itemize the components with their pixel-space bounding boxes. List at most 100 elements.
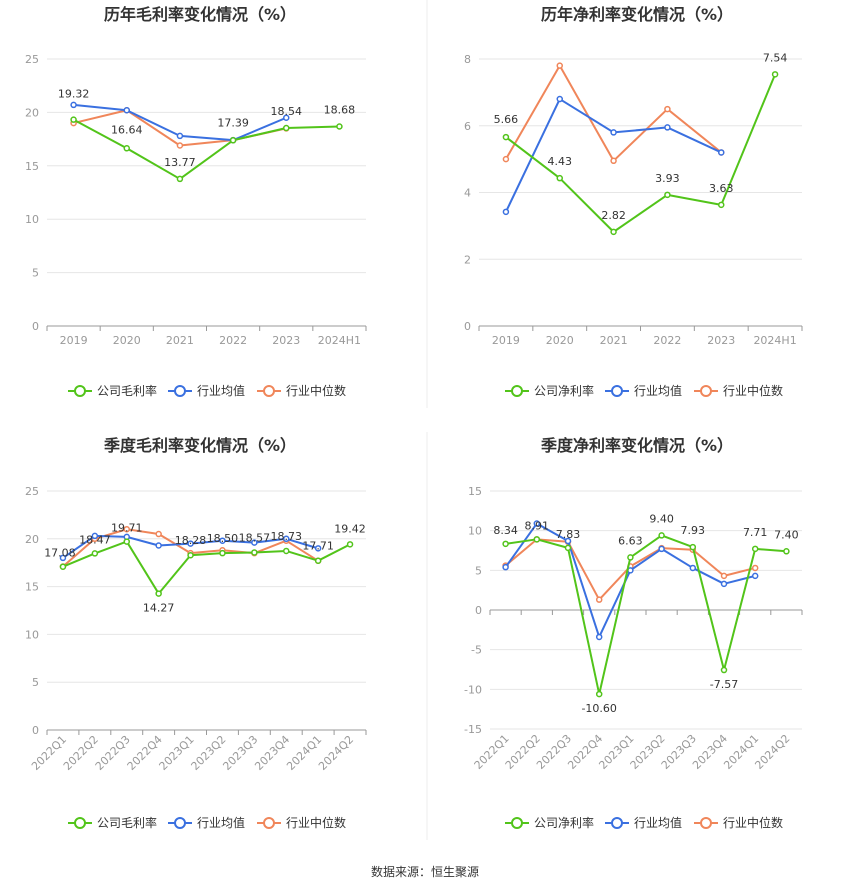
data-point-company[interactable] — [664, 191, 671, 199]
x-tick-label: 2019 — [492, 334, 520, 347]
data-point-company[interactable] — [176, 175, 184, 183]
data-point-industry-avg[interactable] — [533, 520, 541, 527]
data-point-industry-median[interactable] — [556, 62, 563, 69]
data-point-company[interactable] — [187, 551, 194, 559]
x-tick-label: 2020 — [546, 334, 574, 347]
data-point-industry-avg[interactable] — [610, 129, 617, 136]
data-point-industry-avg[interactable] — [91, 532, 99, 540]
data-point-industry-avg[interactable] — [689, 564, 697, 572]
x-tick-label: 2024Q2 — [752, 732, 792, 772]
x-tick-label: 2023 — [272, 334, 300, 347]
y-tick-label: 20 — [25, 106, 39, 119]
legend-item-company[interactable]: 公司净利率 — [505, 383, 594, 398]
data-point-company[interactable] — [91, 550, 99, 557]
data-point-company[interactable] — [346, 541, 354, 548]
data-point-industry-avg[interactable] — [283, 535, 290, 543]
data-point-industry-avg[interactable] — [720, 580, 728, 588]
data-label: 8.34 — [493, 524, 518, 537]
legend-item-company[interactable]: 公司毛利率 — [68, 815, 157, 830]
data-point-industry-avg[interactable] — [595, 633, 603, 641]
legend-item-industry-avg[interactable]: 行业均值 — [605, 815, 682, 830]
data-point-industry-median[interactable] — [664, 105, 671, 113]
data-label: 16.64 — [111, 123, 143, 136]
data-point-company[interactable] — [627, 554, 634, 561]
legend-item-industry-median[interactable]: 行业中位数 — [257, 383, 346, 398]
data-point-industry-median[interactable] — [502, 155, 510, 163]
data-point-company[interactable] — [533, 536, 541, 543]
y-tick-label: 15 — [25, 581, 39, 594]
data-label: -7.57 — [710, 678, 738, 691]
legend-item-industry-avg[interactable]: 行业均值 — [605, 383, 682, 398]
data-point-company[interactable] — [771, 71, 779, 78]
data-point-industry-avg[interactable] — [251, 539, 258, 546]
data-label: 2.82 — [601, 209, 626, 222]
data-point-company[interactable] — [283, 124, 290, 132]
data-point-company[interactable] — [595, 690, 603, 698]
data-point-company[interactable] — [751, 545, 759, 553]
data-point-industry-avg[interactable] — [718, 149, 725, 156]
y-tick-label: 0 — [32, 724, 39, 737]
data-point-company[interactable] — [658, 532, 665, 539]
legend-item-company[interactable]: 公司净利率 — [505, 815, 594, 830]
data-point-industry-avg[interactable] — [556, 95, 563, 103]
data-point-company[interactable] — [783, 548, 790, 555]
y-tick-label: 20 — [25, 533, 39, 546]
data-point-company[interactable] — [314, 557, 322, 564]
legend-item-industry-median[interactable]: 行业中位数 — [257, 815, 346, 830]
data-point-company[interactable] — [155, 590, 162, 597]
data-point-company[interactable] — [283, 547, 290, 555]
data-point-industry-median[interactable] — [595, 596, 603, 603]
y-tick-label: 2 — [464, 253, 471, 266]
legend-item-industry-avg[interactable]: 行业均值 — [168, 383, 245, 398]
data-point-industry-avg[interactable] — [664, 124, 671, 131]
data-point-industry-avg[interactable] — [658, 545, 665, 553]
data-point-industry-median[interactable] — [155, 530, 162, 538]
data-point-company[interactable] — [123, 538, 130, 545]
legend-label-industry-avg: 行业均值 — [634, 383, 682, 398]
data-point-industry-avg[interactable] — [155, 542, 162, 549]
legend-item-industry-median[interactable]: 行业中位数 — [694, 383, 783, 398]
data-point-company[interactable] — [556, 174, 563, 182]
data-point-industry-median[interactable] — [176, 142, 184, 149]
data-point-industry-median[interactable] — [610, 157, 617, 165]
legend-item-industry-median[interactable]: 行业中位数 — [694, 815, 783, 830]
legend-item-company[interactable]: 公司毛利率 — [68, 383, 157, 398]
data-point-industry-avg[interactable] — [564, 537, 572, 545]
data-point-company[interactable] — [718, 201, 725, 209]
data-point-company[interactable] — [720, 666, 728, 674]
data-point-industry-avg[interactable] — [187, 540, 194, 547]
data-point-industry-avg[interactable] — [502, 563, 509, 571]
data-label: 8.91 — [525, 519, 550, 532]
data-point-company[interactable] — [689, 543, 697, 551]
data-point-industry-avg[interactable] — [176, 132, 184, 140]
data-point-company[interactable] — [502, 540, 509, 548]
data-point-industry-avg[interactable] — [751, 572, 759, 580]
legend-item-industry-avg[interactable]: 行业均值 — [168, 815, 245, 830]
data-point-company[interactable] — [610, 228, 617, 236]
data-point-industry-avg[interactable] — [59, 554, 67, 562]
data-point-company[interactable] — [59, 563, 67, 570]
y-tick-label: 4 — [464, 187, 471, 200]
data-point-company[interactable] — [123, 145, 130, 152]
data-point-industry-median[interactable] — [751, 564, 759, 572]
data-point-industry-avg[interactable] — [314, 545, 322, 552]
y-tick-label: 5 — [32, 676, 39, 689]
data-label: 18.73 — [271, 530, 303, 543]
data-point-company[interactable] — [502, 133, 510, 141]
data-point-company[interactable] — [70, 116, 77, 123]
data-point-industry-median[interactable] — [123, 525, 130, 533]
data-point-company[interactable] — [229, 137, 237, 144]
data-point-industry-avg[interactable] — [219, 537, 226, 544]
data-point-industry-avg[interactable] — [70, 101, 77, 109]
data-point-company[interactable] — [251, 549, 258, 556]
chart-legend: 公司毛利率 行业均值 行业中位数 — [68, 383, 346, 398]
data-point-company[interactable] — [219, 549, 226, 557]
data-label: 18.28 — [175, 534, 207, 547]
data-point-industry-median[interactable] — [720, 572, 728, 580]
data-point-company[interactable] — [564, 544, 572, 552]
data-point-company[interactable] — [336, 123, 343, 130]
data-point-industry-avg[interactable] — [123, 107, 130, 114]
data-point-industry-avg[interactable] — [283, 114, 290, 121]
data-point-industry-avg[interactable] — [502, 208, 510, 216]
